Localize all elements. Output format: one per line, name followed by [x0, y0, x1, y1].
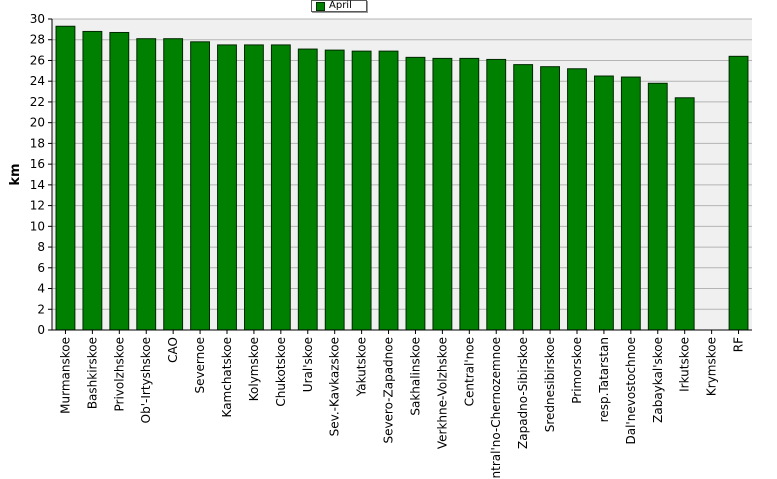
x-tick-label: Verkhne-Volzhskoe: [435, 337, 449, 449]
bar-irkutskoe: [674, 97, 695, 331]
y-tick-label: 18: [30, 136, 45, 150]
bar-ural-skoe: [297, 48, 318, 331]
x-tick-label: Ob'-Irtyshskoe: [139, 337, 153, 423]
y-tick-label: 20: [30, 116, 45, 130]
bar-murmanskoe: [55, 25, 76, 331]
y-tick-label: 28: [30, 33, 45, 47]
x-tick-label: Murmanskoe: [58, 337, 72, 414]
x-tick-label: Central'no-Chernozemnoe: [489, 337, 503, 479]
y-axis-label: km: [8, 163, 23, 185]
x-tick-label: Severnoe: [193, 337, 207, 394]
y-tick-label: 22: [30, 95, 45, 109]
bar-sakhalinskoe: [405, 56, 426, 331]
y-tick-label: 24: [30, 74, 45, 88]
x-tick-label: Ural'skoe: [301, 337, 315, 392]
y-tick-label: 26: [30, 53, 45, 67]
bar-kamchatskoe: [217, 44, 237, 331]
x-tick-label: Dal'nevostochnoe: [624, 337, 638, 445]
y-tick-label: 10: [30, 219, 45, 233]
bar-chukotskoe: [270, 44, 291, 331]
y-tick-label: 0: [37, 323, 45, 337]
bar-bashkirskoe: [82, 30, 103, 331]
bar-central-noe: [459, 57, 480, 331]
x-tick-label: Kamchatskoe: [220, 337, 234, 417]
x-tick-label: CAO: [166, 337, 180, 363]
x-tick-label: Privolzhskoe: [112, 337, 126, 411]
y-tick-label: 6: [37, 261, 45, 275]
bar-verkhne-volzhskoe: [432, 57, 453, 331]
x-tick-label: Krymskoe: [705, 337, 719, 396]
x-tick-label: Central'noe: [462, 337, 476, 406]
y-tick-label: 8: [37, 240, 45, 254]
x-tick-label: Srednesibirskoe: [543, 337, 557, 432]
bar-resp-tatarstan: [594, 75, 614, 331]
x-tick-label: Zapadno-Sibirskoe: [516, 337, 530, 449]
x-tick-label: resp.Tatarstan: [597, 337, 611, 422]
bar-zabaykal-skoe: [647, 82, 668, 331]
bar-severo-zapadnoe: [378, 50, 399, 331]
y-tick-label: 16: [30, 157, 45, 171]
legend-label: April: [329, 0, 352, 11]
x-tick-label: Severo-Zapadnoe: [382, 337, 396, 444]
bar-ob-irtyshskoe: [136, 38, 157, 331]
bar-privolzhskoe: [109, 31, 130, 331]
legend: April: [311, 0, 367, 12]
y-tick-label: 14: [30, 178, 45, 192]
bar-yakutskoe: [351, 50, 372, 331]
x-tick-label: RF: [732, 337, 746, 352]
bar-srednesibirskoe: [540, 66, 561, 331]
x-tick-label: Kolymskoe: [247, 337, 261, 401]
bar-severnoe: [190, 41, 210, 331]
legend-swatch: [316, 1, 325, 11]
x-tick-label: Irkutskoe: [678, 337, 692, 392]
bar-dal-nevostochnoe: [620, 76, 641, 331]
y-tick-label: 2: [37, 302, 45, 316]
bar-zapadno-sibirskoe: [513, 64, 534, 331]
x-tick-label: Zabaykal'skoe: [651, 337, 665, 423]
x-tick-label: Yakutskoe: [355, 337, 369, 397]
y-tick-label: 12: [30, 199, 45, 213]
bar-primorskoe: [567, 68, 587, 331]
bar-central-no-chernozemnoe: [486, 58, 507, 331]
x-tick-label: Primorskoe: [570, 337, 584, 404]
x-tick-label: Chukotskoe: [274, 337, 288, 407]
bar-rf: [728, 55, 749, 331]
plot-area: [52, 19, 752, 330]
bar-sev-kavkazskoe: [324, 49, 345, 331]
bar-kolymskoe: [244, 44, 264, 331]
y-tick-label: 4: [37, 282, 45, 296]
y-tick-label: 30: [30, 12, 45, 26]
x-tick-label: Sev.-Kavkazskoe: [328, 337, 342, 436]
x-tick-label: Sakhalinskoe: [408, 337, 422, 416]
x-tick-label: Bashkirskoe: [85, 337, 99, 409]
bar-cao: [163, 38, 184, 331]
